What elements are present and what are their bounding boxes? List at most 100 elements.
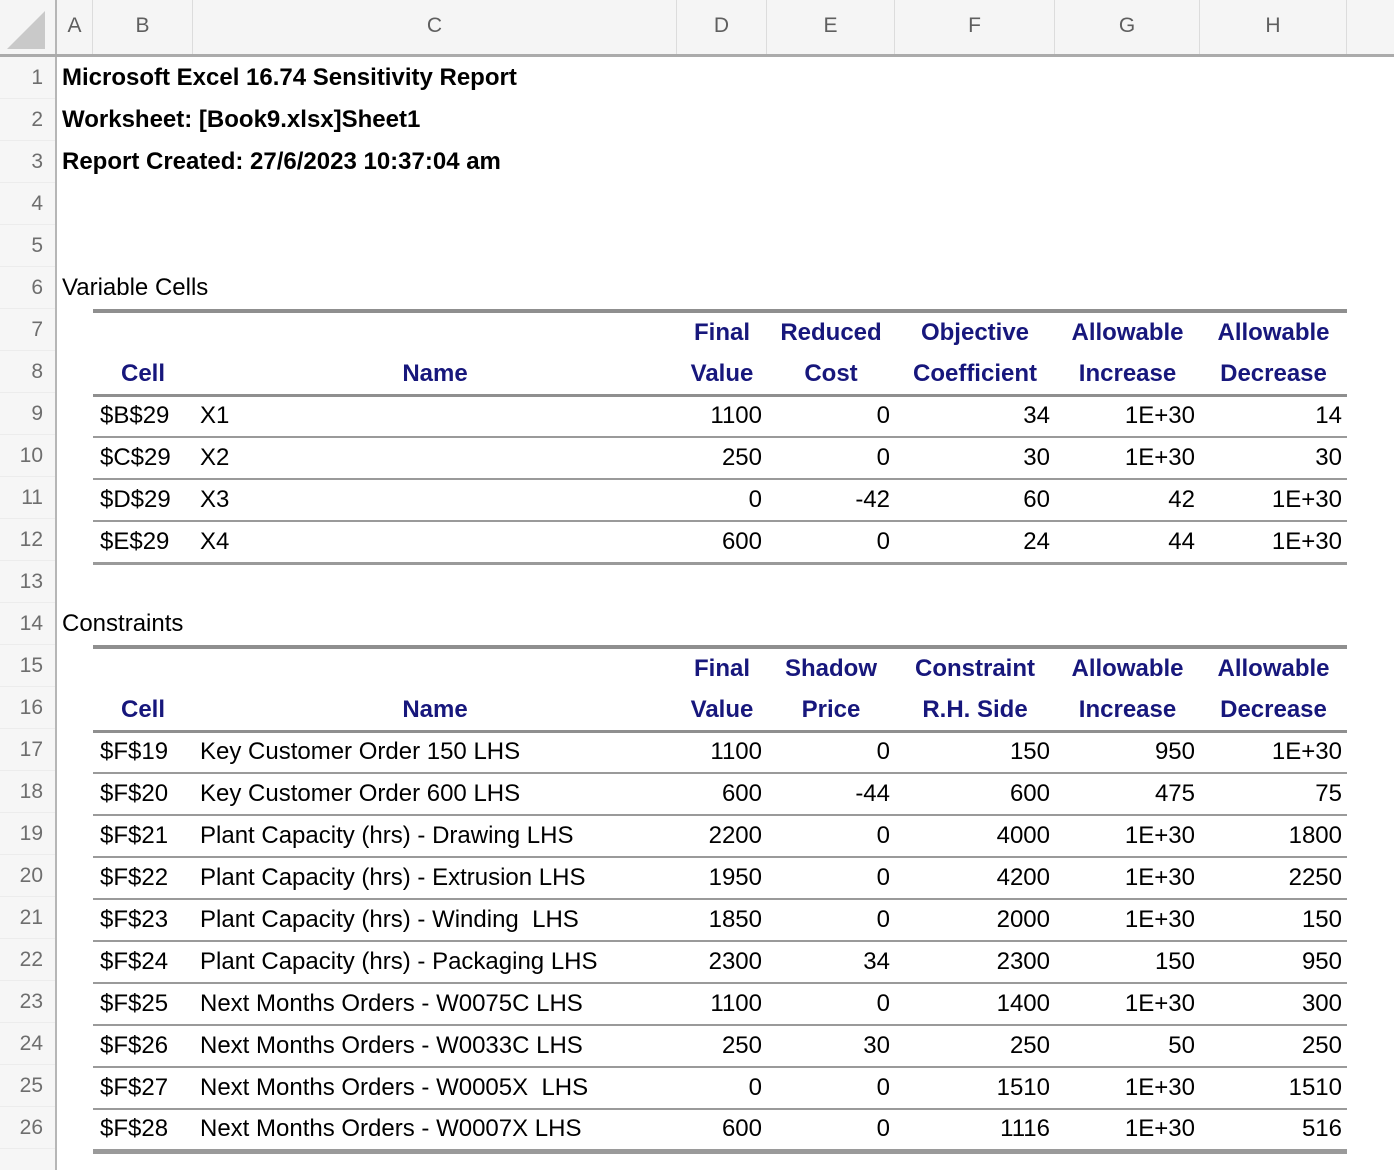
constraint-cell-cell[interactable]: $F$22 [93,857,193,900]
constraint-allowable-decrease-cell[interactable]: 300 [1200,983,1347,1026]
variable-objective-coefficient-cell[interactable]: 30 [895,437,1055,480]
row-header-12[interactable]: 12 [0,519,55,561]
constraint-shadow-price-cell[interactable]: 0 [767,1067,895,1110]
variable-allowable-decrease-cell[interactable]: 1E+30 [1200,479,1347,522]
constraint-final-value-cell[interactable]: 250 [677,1025,767,1068]
constraint-name-cell[interactable]: Plant Capacity (hrs) - Packaging LHS [193,941,677,984]
column-header-b[interactable]: B [93,0,193,54]
constraint-allowable-increase-cell[interactable]: 1E+30 [1055,1067,1200,1110]
constraint-allowable-decrease-cell[interactable]: 516 [1200,1109,1347,1154]
constraint-cell-cell[interactable]: $F$28 [93,1109,193,1154]
variable-name-cell[interactable]: X3 [193,479,677,522]
constraint-header-cell[interactable]: Decrease [1200,689,1347,733]
constraint-name-cell[interactable]: Plant Capacity (hrs) - Extrusion LHS [193,857,677,900]
report-title[interactable]: Microsoft Excel 16.74 Sensitivity Report [62,64,517,91]
constraint-allowable-decrease-cell[interactable]: 950 [1200,941,1347,984]
constraint-name-cell[interactable]: Next Months Orders - W0005X LHS [193,1067,677,1110]
constraint-cell-cell[interactable]: $F$19 [93,731,193,774]
constraint-name-cell[interactable]: Key Customer Order 150 LHS [193,731,677,774]
column-header-c[interactable]: C [193,0,677,54]
report-created-label[interactable]: Report Created: 27/6/2023 10:37:04 am [62,148,501,175]
row-header-11[interactable]: 11 [0,477,55,519]
constraint-shadow-price-cell[interactable]: 30 [767,1025,895,1068]
constraint-allowable-decrease-cell[interactable]: 1E+30 [1200,731,1347,774]
constraint-cell-cell[interactable]: $F$26 [93,1025,193,1068]
variable-allowable-increase-cell[interactable]: 1E+30 [1055,395,1200,438]
constraint-header-cell[interactable]: Cell [93,689,193,733]
row-header-8[interactable]: 8 [0,351,55,393]
constraint-final-value-cell[interactable]: 600 [677,773,767,816]
constraint-allowable-decrease-cell[interactable]: 1800 [1200,815,1347,858]
constraint-allowable-decrease-cell[interactable]: 250 [1200,1025,1347,1068]
constraint-constraint-rh-side-cell[interactable]: 4200 [895,857,1055,900]
constraint-allowable-decrease-cell[interactable]: 2250 [1200,857,1347,900]
variable-header-cell[interactable]: Coefficient [895,353,1055,397]
constraint-header-cell[interactable]: Final [693,655,750,682]
constraint-cell-cell[interactable]: $F$21 [93,815,193,858]
variable-header-cell[interactable]: Increase [1055,353,1200,397]
constraint-allowable-increase-cell[interactable]: 50 [1055,1025,1200,1068]
variable-objective-coefficient-cell[interactable]: 24 [895,521,1055,565]
variable-name-cell[interactable]: X4 [193,521,677,565]
constraint-allowable-decrease-cell[interactable]: 75 [1200,773,1347,816]
variable-reduced-cost-cell[interactable]: -42 [767,479,895,522]
variable-allowable-decrease-cell[interactable]: 14 [1200,395,1347,438]
constraint-cell-cell[interactable]: $F$27 [93,1067,193,1110]
variable-final-value-cell[interactable]: 1100 [677,395,767,438]
constraint-constraint-rh-side-cell[interactable]: 2300 [895,941,1055,984]
variable-allowable-increase-cell[interactable]: 44 [1055,521,1200,565]
row-header-18[interactable]: 18 [0,771,55,813]
variable-header-cell[interactable]: Name [193,353,677,397]
column-header-g[interactable]: G [1055,0,1200,54]
constraint-final-value-cell[interactable]: 2300 [677,941,767,984]
constraint-name-cell[interactable]: Next Months Orders - W0033C LHS [193,1025,677,1068]
row-header-3[interactable]: 3 [0,141,55,183]
variable-header-cell[interactable]: Final [693,319,750,346]
variable-allowable-decrease-cell[interactable]: 1E+30 [1200,521,1347,565]
constraint-constraint-rh-side-cell[interactable]: 1116 [895,1109,1055,1154]
constraint-shadow-price-cell[interactable]: 34 [767,941,895,984]
constraint-name-cell[interactable]: Plant Capacity (hrs) - Winding LHS [193,899,677,942]
constraint-allowable-increase-cell[interactable]: 950 [1055,731,1200,774]
constraint-final-value-cell[interactable]: 1100 [677,983,767,1026]
variable-header-cell[interactable]: Allowable [1071,319,1184,346]
variable-name-cell[interactable]: X2 [193,437,677,480]
constraints-section-label[interactable]: Constraints [62,610,184,637]
variable-cell-cell[interactable]: $C$29 [93,437,193,480]
row-header-26[interactable]: 26 [0,1107,55,1149]
variable-final-value-cell[interactable]: 0 [677,479,767,522]
variable-header-cell[interactable]: Value [677,353,767,397]
row-header-23[interactable]: 23 [0,981,55,1023]
variable-cells-section-label[interactable]: Variable Cells [62,274,209,301]
constraint-shadow-price-cell[interactable]: 0 [767,899,895,942]
constraint-constraint-rh-side-cell[interactable]: 250 [895,1025,1055,1068]
constraint-cell-cell[interactable]: $F$24 [93,941,193,984]
row-header-13[interactable]: 13 [0,561,55,603]
variable-allowable-increase-cell[interactable]: 42 [1055,479,1200,522]
row-header-25[interactable]: 25 [0,1065,55,1107]
variable-objective-coefficient-cell[interactable]: 60 [895,479,1055,522]
variable-reduced-cost-cell[interactable]: 0 [767,521,895,565]
variable-final-value-cell[interactable]: 250 [677,437,767,480]
constraint-constraint-rh-side-cell[interactable]: 2000 [895,899,1055,942]
constraint-header-cell[interactable]: Allowable [1217,655,1330,682]
row-header-14[interactable]: 14 [0,603,55,645]
variable-allowable-increase-cell[interactable]: 1E+30 [1055,437,1200,480]
constraint-final-value-cell[interactable]: 600 [677,1109,767,1154]
constraint-name-cell[interactable]: Plant Capacity (hrs) - Drawing LHS [193,815,677,858]
row-header-22[interactable]: 22 [0,939,55,981]
constraint-final-value-cell[interactable]: 0 [677,1067,767,1110]
constraint-header-cell[interactable]: Name [193,689,677,733]
constraint-constraint-rh-side-cell[interactable]: 600 [895,773,1055,816]
variable-name-cell[interactable]: X1 [193,395,677,438]
row-header-1[interactable]: 1 [0,57,55,99]
constraint-constraint-rh-side-cell[interactable]: 1400 [895,983,1055,1026]
row-header-20[interactable]: 20 [0,855,55,897]
constraint-final-value-cell[interactable]: 1950 [677,857,767,900]
column-header-f[interactable]: F [895,0,1055,54]
row-header-21[interactable]: 21 [0,897,55,939]
row-header-19[interactable]: 19 [0,813,55,855]
row-header-5[interactable]: 5 [0,225,55,267]
row-header-17[interactable]: 17 [0,729,55,771]
constraint-final-value-cell[interactable]: 2200 [677,815,767,858]
